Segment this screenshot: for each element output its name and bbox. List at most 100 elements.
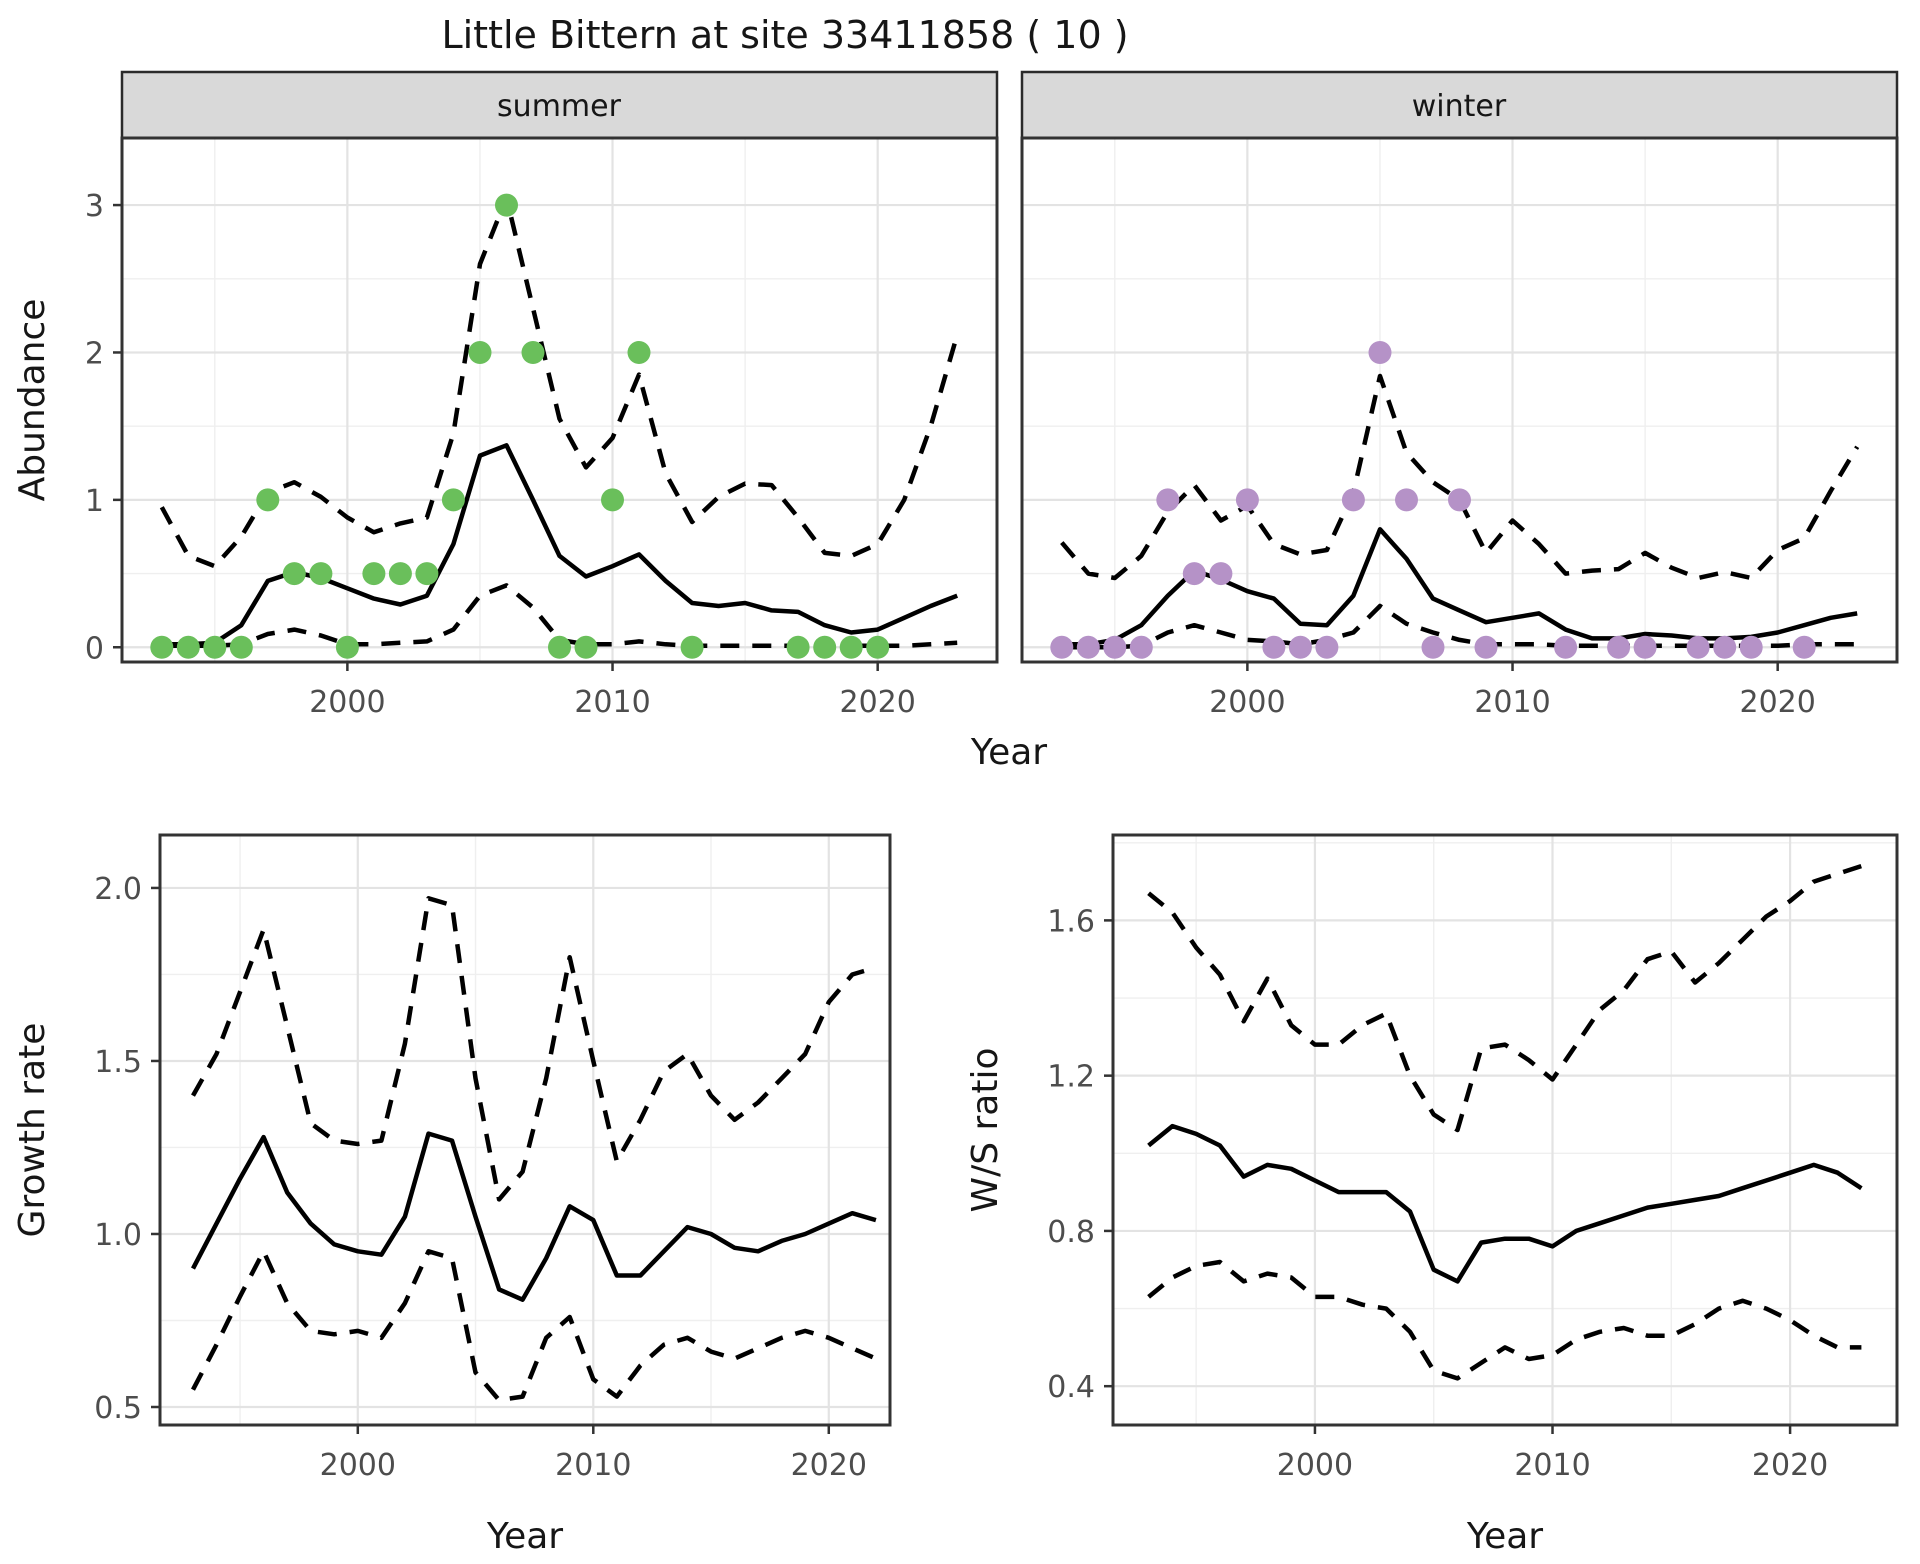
observation-point <box>176 635 200 659</box>
observation-point <box>1474 635 1498 659</box>
y-tick-label: 0 <box>85 631 104 666</box>
observation-point <box>574 635 598 659</box>
observation-point <box>627 341 651 364</box>
observation-point <box>415 562 439 586</box>
y-axis-title-growth-rate: Growth rate <box>12 1023 53 1238</box>
observation-point <box>1368 341 1392 364</box>
observation-point <box>1713 635 1737 659</box>
x-tick-label: 2020 <box>1752 1448 1828 1483</box>
panel-bg-abundance-summer <box>122 138 997 662</box>
observation-point <box>1288 635 1312 659</box>
observation-point <box>866 635 890 659</box>
x-tick-label: 2000 <box>320 1448 396 1483</box>
series-observations <box>150 193 890 659</box>
observation-point <box>441 488 465 512</box>
observation-point <box>388 562 412 586</box>
observation-point <box>1633 635 1657 659</box>
observation-point <box>1686 635 1710 659</box>
series-upper-ci <box>159 195 960 569</box>
x-axis-title-year-ws: Year <box>1466 1516 1543 1557</box>
observation-point <box>548 635 571 659</box>
y-tick-label: 1 <box>85 484 104 519</box>
facet-strip-summer-label: summer <box>497 89 622 124</box>
observation-point <box>1050 635 1074 659</box>
x-tick-label: 2000 <box>309 685 385 720</box>
x-tick-label: 2010 <box>1474 685 1550 720</box>
observation-point <box>1235 488 1259 512</box>
observation-point <box>229 635 253 659</box>
y-axis-title-ws-ratio: W/S ratio <box>965 1047 1006 1212</box>
x-tick-label: 2000 <box>1209 685 1285 720</box>
observation-point <box>786 635 810 659</box>
x-tick-label: 2010 <box>574 685 650 720</box>
y-axis-title-abundance: Abundance <box>12 299 53 502</box>
panels-layer: 2000 2010 2020 0 1 2 3 2000 2010 2020 2000 2010 2020… <box>85 136 1899 1483</box>
facet-strip-summer: summer <box>120 70 999 140</box>
y-tick-label: 2 <box>85 336 104 371</box>
observation-point <box>839 635 863 659</box>
panel-bg-growth-rate <box>160 835 890 1425</box>
y-tick-label: 2.0 <box>94 872 142 907</box>
series-upper-ci <box>1147 863 1863 1133</box>
observation-point <box>1156 488 1180 512</box>
y-tick-label: 1.0 <box>94 1218 142 1253</box>
observation-point <box>680 635 704 659</box>
observation-point <box>1792 635 1816 659</box>
observation-point <box>150 635 174 659</box>
observation-point <box>1341 488 1365 512</box>
x-tick-label: 2020 <box>840 685 916 720</box>
y-tick-label: 1.2 <box>1047 1060 1095 1095</box>
observation-point <box>1448 488 1471 512</box>
y-tick-label: 1.6 <box>1047 904 1095 939</box>
observation-point <box>1103 635 1127 659</box>
facet-strip-winter-label: winter <box>1412 89 1507 124</box>
y-tick-label: 0.4 <box>1047 1370 1095 1405</box>
y-tick-label: 0.8 <box>1047 1215 1095 1250</box>
panel-border-growth-rate <box>158 833 892 1427</box>
panel-border-abundance-winter <box>1020 136 1899 664</box>
facet-strip-winter: winter <box>1020 70 1899 140</box>
x-axis-title-year-growth: Year <box>486 1516 563 1557</box>
x-axis-title-year-top: Year <box>970 732 1047 773</box>
panel-ws-ratio: 2000 2010 2020 0.4 0.8 1.2 1.6 <box>1047 833 1899 1483</box>
facet-strip-winter-bg <box>1020 70 1899 140</box>
x-tick-label: 2010 <box>1514 1448 1590 1483</box>
observation-point <box>601 488 624 512</box>
observation-point <box>335 635 359 659</box>
series-lower-ci <box>191 1249 877 1403</box>
observation-point <box>1129 635 1153 659</box>
observation-point <box>468 341 492 364</box>
y-tick-label: 0.5 <box>94 1391 142 1426</box>
series-observations <box>1050 341 1816 659</box>
observation-point <box>1739 635 1763 659</box>
panel-abundance-winter: 2000 2010 2020 <box>1020 136 1899 720</box>
x-tick-label: 2010 <box>555 1448 631 1483</box>
observation-point <box>203 635 227 659</box>
observation-point <box>362 562 386 586</box>
observation-point <box>282 562 306 586</box>
observation-point <box>1421 635 1445 659</box>
observation-point <box>1395 488 1418 512</box>
panel-growth-rate: 2000 2010 2020 0.5 1.0 1.5 2.0 <box>94 833 892 1483</box>
observation-point <box>1076 635 1100 659</box>
observation-point <box>1315 635 1339 659</box>
series-lower-ci <box>1147 1259 1862 1381</box>
series-upper-ci <box>191 896 877 1202</box>
panel-bg-abundance-winter <box>1022 138 1897 662</box>
panel-border-abundance-summer <box>120 136 999 664</box>
observation-point <box>521 341 545 364</box>
x-tick-label: 2020 <box>791 1448 867 1483</box>
facet-strip-summer-bg <box>120 70 999 140</box>
observation-point <box>1262 635 1286 659</box>
observation-point <box>309 562 333 586</box>
x-tick-label: 2020 <box>1740 685 1816 720</box>
panel-bg-ws-ratio <box>1113 835 1897 1425</box>
panel-abundance-summer: 2000 2010 2020 0 1 2 3 <box>85 136 999 720</box>
x-tick-label: 2000 <box>1277 1448 1353 1483</box>
series-mean <box>191 1131 877 1302</box>
y-tick-label: 1.5 <box>94 1045 142 1080</box>
observation-point <box>495 193 518 217</box>
panel-border-ws-ratio <box>1111 833 1899 1427</box>
